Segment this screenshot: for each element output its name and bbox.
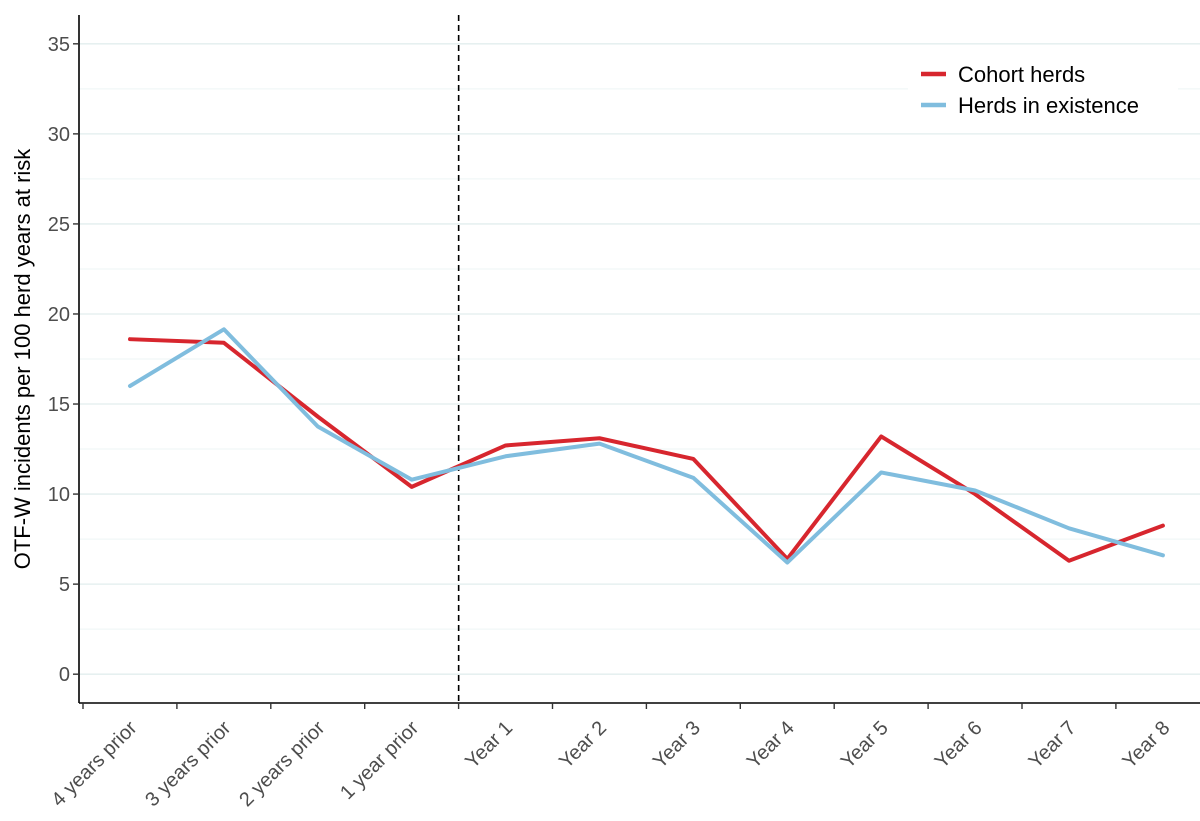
x-tick-label: Year 1 [461, 717, 517, 773]
y-tick-label: 35 [48, 34, 70, 56]
y-tick-labels: 0 5 10 15 20 25 30 35 [48, 34, 70, 686]
y-tick-label: 25 [48, 214, 70, 236]
x-tick-label: Year 5 [837, 717, 893, 773]
legend-background [908, 45, 1178, 127]
x-tick-label: 4 years prior [47, 717, 141, 811]
x-tick-label: Year 7 [1025, 717, 1081, 773]
series-lines [128, 327, 1165, 565]
series-line-1 [128, 327, 1165, 565]
y-tick-label: 0 [59, 664, 70, 686]
y-axis-title: OTF-W incidents per 100 herd years at ri… [10, 148, 35, 570]
y-tick-label: 5 [59, 574, 70, 596]
y-tick-label: 10 [48, 484, 70, 506]
y-tick-label: 15 [48, 394, 70, 416]
x-tick-label: 2 years prior [235, 717, 329, 811]
legend-label: Herds in existence [958, 93, 1139, 118]
series-line-0 [128, 337, 1165, 563]
y-tick-label: 30 [48, 124, 70, 146]
x-tick-label: Year 4 [743, 717, 799, 773]
x-tick-label: Year 8 [1119, 717, 1175, 773]
x-tick-label: Year 6 [931, 717, 987, 773]
legend: Cohort herds Herds in existence [908, 45, 1178, 127]
x-tick-label: 3 years prior [141, 717, 235, 811]
y-tick-label: 20 [48, 304, 70, 326]
x-tick-label: Year 2 [555, 717, 611, 773]
x-tick-label: 1 year prior [336, 717, 423, 804]
axes [73, 15, 1200, 709]
legend-label: Cohort herds [958, 62, 1085, 87]
x-tick-label: Year 3 [649, 717, 705, 773]
x-tick-labels: 4 years prior 3 years prior 2 years prior 1… [47, 717, 1174, 811]
